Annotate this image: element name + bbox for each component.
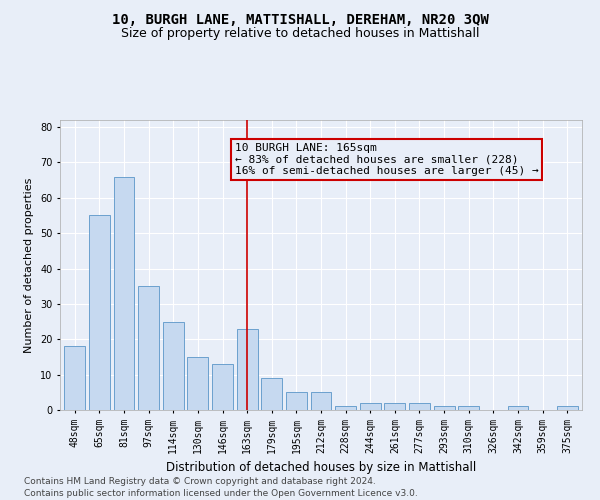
Text: 10, BURGH LANE, MATTISHALL, DEREHAM, NR20 3QW: 10, BURGH LANE, MATTISHALL, DEREHAM, NR2… xyxy=(112,12,488,26)
Bar xyxy=(434,406,455,410)
Y-axis label: Number of detached properties: Number of detached properties xyxy=(25,178,34,352)
X-axis label: Distribution of detached houses by size in Mattishall: Distribution of detached houses by size … xyxy=(166,461,476,474)
Text: Contains public sector information licensed under the Open Government Licence v3: Contains public sector information licen… xyxy=(24,489,418,498)
Bar xyxy=(385,403,406,410)
Bar xyxy=(187,357,208,410)
Bar xyxy=(409,403,430,410)
Bar xyxy=(113,176,134,410)
Bar xyxy=(89,216,110,410)
Bar xyxy=(212,364,233,410)
Text: Contains HM Land Registry data © Crown copyright and database right 2024.: Contains HM Land Registry data © Crown c… xyxy=(24,478,376,486)
Bar xyxy=(508,406,529,410)
Bar xyxy=(236,328,257,410)
Bar xyxy=(286,392,307,410)
Bar xyxy=(311,392,331,410)
Text: 10 BURGH LANE: 165sqm
← 83% of detached houses are smaller (228)
16% of semi-det: 10 BURGH LANE: 165sqm ← 83% of detached … xyxy=(235,143,539,176)
Bar xyxy=(138,286,159,410)
Bar xyxy=(64,346,85,410)
Bar xyxy=(163,322,184,410)
Text: Size of property relative to detached houses in Mattishall: Size of property relative to detached ho… xyxy=(121,28,479,40)
Bar xyxy=(557,406,578,410)
Bar xyxy=(458,406,479,410)
Bar xyxy=(261,378,282,410)
Bar xyxy=(335,406,356,410)
Bar xyxy=(360,403,381,410)
